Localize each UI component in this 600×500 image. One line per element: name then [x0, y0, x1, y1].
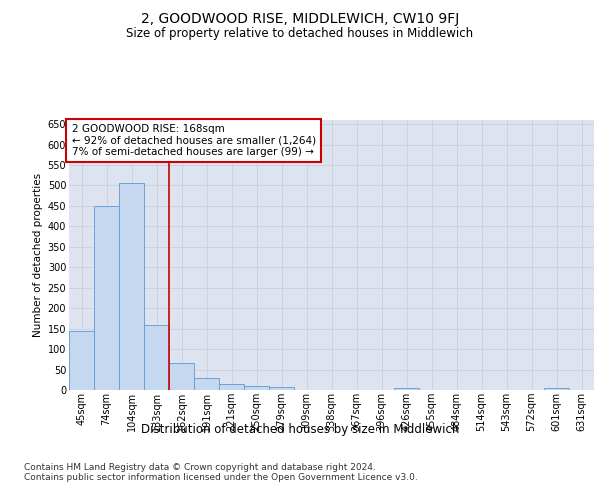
Text: Contains HM Land Registry data © Crown copyright and database right 2024.
Contai: Contains HM Land Registry data © Crown c…: [24, 462, 418, 482]
Bar: [244, 386, 269, 390]
Bar: [69, 330, 94, 390]
Bar: [144, 326, 169, 390]
Bar: [169, 364, 194, 390]
Bar: [219, 384, 244, 390]
Text: Distribution of detached houses by size in Middlewich: Distribution of detached houses by size …: [141, 422, 459, 436]
Bar: [119, 182, 144, 390]
Bar: [94, 206, 119, 390]
Text: 2, GOODWOOD RISE, MIDDLEWICH, CW10 9FJ: 2, GOODWOOD RISE, MIDDLEWICH, CW10 9FJ: [141, 12, 459, 26]
Bar: [194, 378, 219, 390]
Text: 2 GOODWOOD RISE: 168sqm
← 92% of detached houses are smaller (1,264)
7% of semi-: 2 GOODWOOD RISE: 168sqm ← 92% of detache…: [71, 124, 316, 157]
Bar: [269, 387, 294, 390]
Y-axis label: Number of detached properties: Number of detached properties: [34, 173, 43, 337]
Bar: [544, 388, 569, 390]
Bar: [394, 388, 419, 390]
Text: Size of property relative to detached houses in Middlewich: Size of property relative to detached ho…: [127, 28, 473, 40]
